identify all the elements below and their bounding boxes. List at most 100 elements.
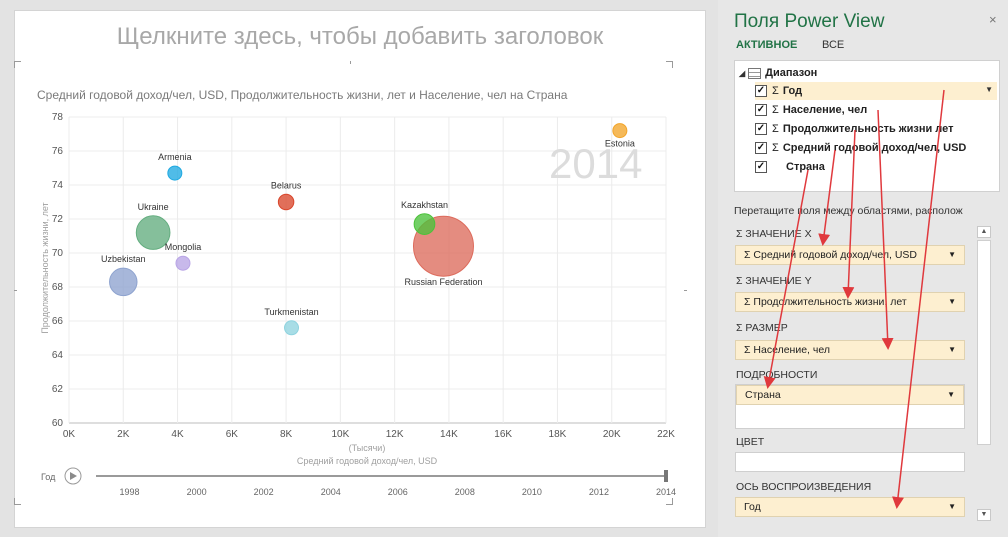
area-y-field[interactable]: Σ Продолжительность жизни, лет ▼ <box>735 292 965 312</box>
checkbox-checked-icon[interactable]: ✓ <box>755 142 767 154</box>
area-size-field[interactable]: Σ Население, чел ▼ <box>735 340 965 360</box>
y-tick-label: 78 <box>52 112 64 123</box>
area-label-y: Σ ЗНАЧЕНИЕ Y <box>736 275 812 287</box>
field-country[interactable]: ✓ Страна <box>755 161 825 173</box>
play-axis-slider[interactable] <box>664 470 668 482</box>
dropdown-arrow-icon: ▼ <box>948 345 956 354</box>
y-tick-label: 66 <box>52 316 64 327</box>
panel-title: Поля Power View <box>734 11 885 32</box>
bubble-label: Russian Federation <box>404 277 482 287</box>
play-tick-label: 2008 <box>455 487 475 497</box>
bubble[interactable] <box>175 255 191 271</box>
area-play-field[interactable]: Год ▼ <box>735 497 965 517</box>
x-tick-label: 20K <box>603 429 621 440</box>
x-axis-label: Средний годовой доход/чел, USD <box>297 456 438 466</box>
selection-corner[interactable] <box>666 61 673 68</box>
sigma-icon: Σ <box>744 249 751 261</box>
dropdown-arrow-icon[interactable]: ▼ <box>985 85 993 94</box>
bubble[interactable] <box>135 215 171 250</box>
area-label-x: Σ ЗНАЧЕНИЕ X <box>736 228 812 240</box>
y-tick-label: 60 <box>52 418 64 429</box>
bubble[interactable] <box>284 320 300 336</box>
bubble[interactable] <box>413 213 436 235</box>
table-node[interactable]: ◢ Диапазон <box>739 64 817 82</box>
checkbox-checked-icon[interactable]: ✓ <box>755 85 767 97</box>
sigma-icon: Σ <box>772 142 779 154</box>
selection-handle[interactable] <box>350 61 351 64</box>
y-tick-label: 72 <box>52 214 64 225</box>
play-tick-label: 2014 <box>656 487 676 497</box>
field-year[interactable]: ✓ Σ Год ▼ <box>755 82 997 100</box>
y-axis-label: Продолжительность жизни, лет <box>40 202 50 333</box>
area-details-field[interactable]: Страна ▼ <box>736 385 964 405</box>
bubble-label: Mongolia <box>165 242 202 252</box>
bubble[interactable] <box>612 123 628 139</box>
bubble-label: Estonia <box>605 139 635 149</box>
play-axis-label: Год <box>41 472 56 482</box>
dropdown-arrow-icon: ▼ <box>948 250 956 259</box>
x-tick-label: 8K <box>280 429 293 440</box>
selection-handle[interactable] <box>14 290 17 291</box>
field-life-expectancy[interactable]: ✓ Σ Продолжительность жизни лет <box>755 123 954 135</box>
scatter-chart[interactable]: Средний годовой доход/чел, USD, Продолжи… <box>0 0 708 537</box>
area-label-color: ЦВЕТ <box>736 436 765 448</box>
x-tick-label: 22K <box>657 429 675 440</box>
chart-subtitle: Средний годовой доход/чел, USD, Продолжи… <box>37 88 568 102</box>
dropdown-arrow-icon: ▼ <box>947 390 955 399</box>
x-tick-label: 0K <box>63 429 76 440</box>
scroll-down-icon[interactable]: ▼ <box>977 509 991 521</box>
checkbox-checked-icon[interactable]: ✓ <box>755 161 767 173</box>
scroll-up-icon[interactable]: ▲ <box>977 226 991 238</box>
x-tick-label: 2K <box>117 429 130 440</box>
bubble[interactable] <box>277 193 295 211</box>
x-tick-label: 18K <box>549 429 567 440</box>
bubble-label: Armenia <box>158 152 192 162</box>
y-tick-label: 76 <box>52 146 64 157</box>
selection-corner[interactable] <box>14 61 21 68</box>
sigma-icon: Σ <box>772 104 779 116</box>
year-watermark: 2014 <box>549 140 642 187</box>
field-income[interactable]: ✓ Σ Средний годовой доход/чел, USD <box>755 142 967 154</box>
area-color-drop[interactable] <box>735 452 965 472</box>
bubble-label: Turkmenistan <box>264 307 318 317</box>
tab-active[interactable]: АКТИВНОЕ <box>736 39 798 51</box>
title-placeholder[interactable]: Щелкните здесь, чтобы добавить заголовок <box>116 23 604 50</box>
y-tick-label: 70 <box>52 248 64 259</box>
play-axis-ticks: 1998 2000 2002 2004 2006 2008 2010 2012 2014 <box>120 487 677 497</box>
x-tick-label: 12K <box>386 429 404 440</box>
bubble[interactable] <box>109 267 138 297</box>
tab-all[interactable]: ВСЕ <box>822 39 845 51</box>
collapse-triangle-icon[interactable]: ◢ <box>739 68 746 78</box>
play-tick-label: 2010 <box>522 487 542 497</box>
x-tick-label: 14K <box>440 429 458 440</box>
close-icon[interactable]: × <box>989 12 997 27</box>
field-population[interactable]: ✓ Σ Население, чел <box>755 104 868 116</box>
play-button[interactable] <box>64 467 82 485</box>
drag-hint: Перетащите поля между областями, располо… <box>734 205 963 217</box>
x-axis-ticks: 0K 2K 4K 6K 8K 10K 12K 14K 16K 18K 20K 22K <box>63 429 675 440</box>
play-tick-label: 2006 <box>388 487 408 497</box>
scrollbar-thumb[interactable] <box>977 240 991 445</box>
selection-corner[interactable] <box>14 498 21 505</box>
play-tick-label: 2002 <box>254 487 274 497</box>
sigma-icon: Σ <box>772 123 779 135</box>
x-tick-label: 16K <box>494 429 512 440</box>
play-tick-label: 1998 <box>120 487 140 497</box>
sigma-icon: Σ <box>736 322 743 334</box>
x-tick-label: 10K <box>331 429 349 440</box>
y-tick-label: 64 <box>52 350 64 361</box>
area-label-details: ПОДРОБНОСТИ <box>736 369 818 381</box>
selection-corner[interactable] <box>666 498 673 505</box>
gridlines <box>68 116 667 424</box>
sigma-icon: Σ <box>736 275 743 287</box>
bubble[interactable] <box>167 165 183 181</box>
selection-handle[interactable] <box>684 290 687 291</box>
sigma-icon: Σ <box>772 85 779 97</box>
checkbox-checked-icon[interactable]: ✓ <box>755 123 767 135</box>
area-label-play: ОСЬ ВОСПРОИЗВЕДЕНИЯ <box>736 481 872 493</box>
area-x-field[interactable]: Σ Средний годовой доход/чел, USD ▼ <box>735 245 965 265</box>
play-icon <box>70 472 77 480</box>
sigma-icon: Σ <box>736 228 743 240</box>
checkbox-checked-icon[interactable]: ✓ <box>755 104 767 116</box>
field-list-panel: Поля Power View × АКТИВНОЕ ВСЕ ◢ Диапазо… <box>718 0 1008 537</box>
